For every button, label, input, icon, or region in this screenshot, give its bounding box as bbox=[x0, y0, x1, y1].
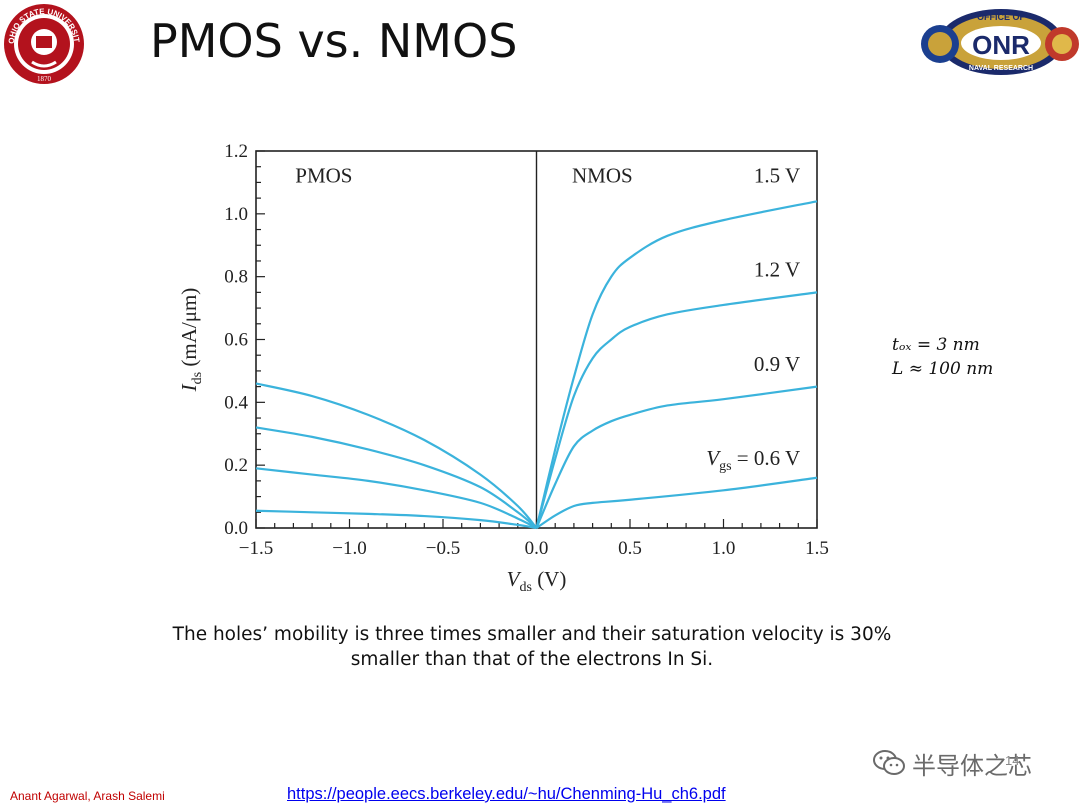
footer-authors: Anant Agarwal, Arash Salemi bbox=[10, 789, 165, 803]
param-channel-length: L ≈ 100 nm bbox=[892, 359, 994, 379]
device-parameters: tₒₓ = 3 nm L ≈ 100 nm bbox=[892, 333, 993, 381]
wechat-icon bbox=[873, 750, 905, 775]
x-tick-label: 1.0 bbox=[712, 538, 736, 559]
region-label-pmos: PMOS bbox=[295, 163, 352, 187]
ohio-state-university-seal-icon: OHIO STATE UNIVERSITY 1870 bbox=[2, 2, 84, 84]
curve-label: 1.2 V bbox=[754, 258, 800, 282]
pmos-curve bbox=[255, 426, 538, 529]
office-of-naval-research-logo-icon: OFFICE OF ONR NAVAL RESEARCH bbox=[921, 9, 1079, 75]
slide-title: PMOS vs. NMOS bbox=[150, 14, 518, 68]
onr-text-top: OFFICE OF bbox=[977, 12, 1025, 22]
x-axis-label-unit: (V) bbox=[532, 567, 566, 591]
page-number: 14 bbox=[1005, 753, 1020, 768]
curve-label: 1.5 V bbox=[754, 163, 800, 187]
curve-label: Vgs = 0.6 V bbox=[706, 446, 800, 474]
wechat-watermark: 半导体之芯 bbox=[872, 745, 1032, 781]
x-tick-label: 0.5 bbox=[618, 538, 642, 559]
nmos-curve bbox=[535, 291, 818, 529]
pmos-curve bbox=[255, 382, 538, 529]
x-axis-label-main: V bbox=[507, 567, 522, 591]
x-axis-label-sub: ds bbox=[519, 580, 531, 595]
pmos-curve bbox=[255, 467, 537, 529]
nmos-curve bbox=[535, 476, 818, 529]
y-axis-label-main: I bbox=[177, 383, 201, 392]
y-tick-label: 0.6 bbox=[224, 330, 248, 351]
nmos-curve bbox=[535, 200, 818, 529]
onr-text-mid: ONR bbox=[972, 30, 1030, 60]
nmos-curve bbox=[535, 385, 818, 529]
osu-seal-year: 1870 bbox=[37, 75, 52, 83]
y-axis-label: Ids (mA/μm) bbox=[177, 288, 205, 393]
x-tick-label: −0.5 bbox=[426, 538, 460, 559]
y-axis-label-sub: ds bbox=[190, 372, 205, 384]
region-label-nmos: NMOS bbox=[572, 163, 633, 187]
curve-label: 0.9 V bbox=[754, 352, 800, 376]
x-tick-label: −1.0 bbox=[332, 538, 366, 559]
caption-line-1: The holes’ mobility is three times small… bbox=[172, 624, 892, 645]
caption-line-2: smaller than that of the electrons In Si… bbox=[350, 649, 714, 670]
watermark-text: 半导体之芯 bbox=[912, 751, 1032, 780]
y-tick-label: 0.0 bbox=[224, 518, 248, 539]
x-tick-label: −1.5 bbox=[239, 538, 273, 559]
param-oxide-thickness: tₒₓ = 3 nm bbox=[892, 335, 980, 355]
iv-characteristics-chart: PMOS NMOS 1.5 V 1.2 V 0.9 V Vgs = 0.6 V Vds… bbox=[177, 141, 829, 595]
y-tick-label: 1.2 bbox=[224, 141, 248, 162]
x-axis-label: Vds (V) bbox=[507, 567, 567, 595]
pmos-curve bbox=[255, 509, 537, 530]
source-link[interactable]: https://people.eecs.berkeley.edu/~hu/Che… bbox=[287, 785, 726, 803]
y-tick-label: 0.8 bbox=[224, 267, 248, 288]
x-tick-label: 0.0 bbox=[525, 538, 549, 559]
y-tick-label: 1.0 bbox=[224, 204, 248, 225]
onr-text-bottom: NAVAL RESEARCH bbox=[969, 65, 1033, 72]
y-axis-label-unit: (mA/μm) bbox=[177, 288, 201, 372]
slide-caption: The holes’ mobility is three times small… bbox=[0, 622, 1064, 672]
y-tick-label: 0.4 bbox=[224, 392, 248, 413]
x-tick-label: 1.5 bbox=[805, 538, 829, 559]
y-tick-label: 0.2 bbox=[224, 455, 248, 476]
plot-area bbox=[255, 150, 818, 530]
